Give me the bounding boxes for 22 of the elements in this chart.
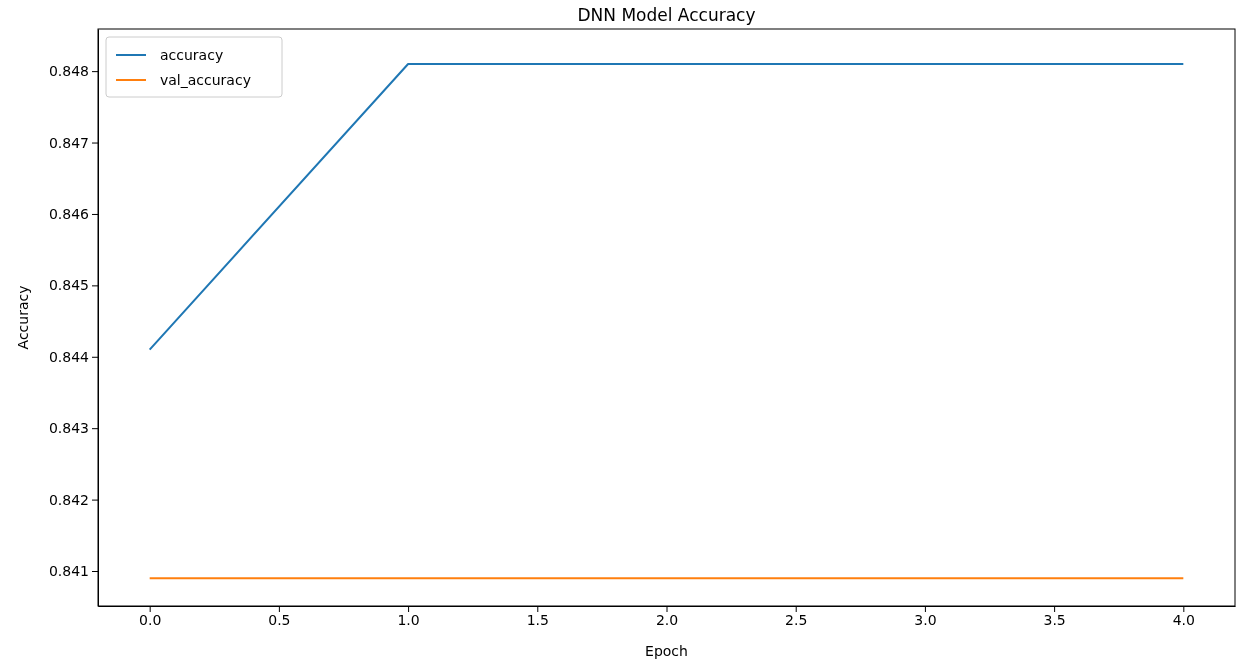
y-tick-label: 0.841 bbox=[48, 562, 89, 579]
y-tick-label: 0.847 bbox=[48, 134, 89, 151]
y-tick-label: 0.848 bbox=[48, 63, 89, 80]
x-tick-label: 3.5 bbox=[1043, 611, 1066, 628]
chart-title: DNN Model Accuracy bbox=[577, 5, 756, 25]
y-tick-label: 0.846 bbox=[48, 205, 90, 222]
x-tick-label: 1.5 bbox=[526, 611, 549, 628]
x-tick-label: 0.5 bbox=[268, 611, 291, 628]
y-tick-label: 0.843 bbox=[48, 420, 89, 437]
y-tick-label: 0.845 bbox=[48, 277, 89, 294]
x-tick-label: 1.0 bbox=[397, 611, 420, 628]
x-tick-label: 3.0 bbox=[914, 611, 937, 628]
legend-label: accuracy bbox=[160, 47, 224, 63]
x-tick-label: 2.0 bbox=[655, 611, 679, 628]
x-tick-label: 0.0 bbox=[139, 611, 162, 628]
x-axis-title: Epoch bbox=[645, 643, 688, 659]
x-tick-label: 2.5 bbox=[785, 611, 808, 628]
legend-label: val_accuracy bbox=[160, 72, 251, 88]
y-tick-label: 0.842 bbox=[48, 491, 89, 508]
y-tick-label: 0.844 bbox=[48, 348, 90, 365]
x-tick-label: 4.0 bbox=[1172, 611, 1195, 628]
y-axis-title: Accuracy bbox=[15, 285, 31, 350]
